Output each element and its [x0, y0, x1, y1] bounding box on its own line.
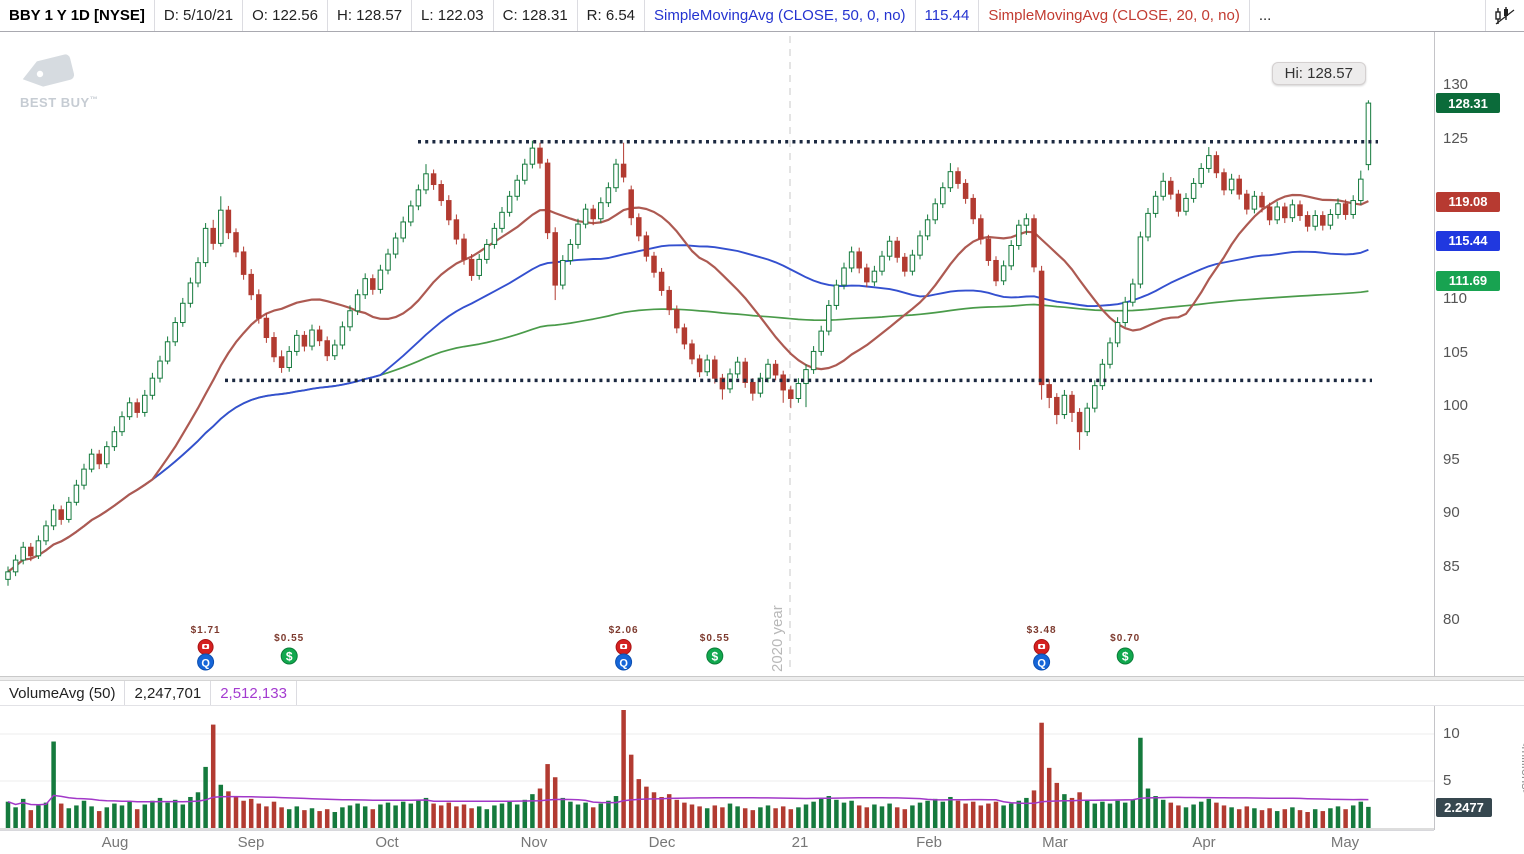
- price-badge: 119.08: [1436, 191, 1500, 212]
- event-value-label: $2.06: [609, 625, 639, 636]
- volume-header: VolumeAvg (50) 2,247,701 2,512,133: [0, 681, 1524, 706]
- dividend-icon[interactable]: $: [1116, 647, 1134, 665]
- high-readout: H: 128.57: [328, 0, 413, 31]
- price-tick: 110: [1443, 290, 1467, 307]
- price-tick: 105: [1443, 343, 1469, 361]
- month-label-aug: Aug: [101, 834, 129, 851]
- bestbuy-watermark: BEST BUY™: [16, 52, 106, 110]
- open-readout: O: 122.56: [243, 0, 328, 31]
- high-annotation: Hi: 128.57: [1271, 62, 1366, 85]
- sma-20-line[interactable]: [7, 193, 1369, 573]
- sma20-indicator-label[interactable]: SimpleMovingAvg (CLOSE, 20, 0, no): [979, 0, 1250, 31]
- time-axis[interactable]: Aug Sep Oct Nov Dec 21 Feb Mar Apr May: [0, 830, 1434, 854]
- price-pane: 2020 year $1.71 Q $0.55 $ $2.06 Q $0.55 $ $3.48 Q $…: [0, 32, 1524, 676]
- svg-text:$: $: [1122, 650, 1129, 664]
- price-tick: 125: [1443, 129, 1469, 147]
- dividend-icon[interactable]: $: [706, 647, 724, 665]
- price-tick: 80: [1443, 611, 1460, 628]
- month-label-may: May: [1330, 834, 1360, 851]
- volume-unit-label: <millions>: [1518, 738, 1524, 798]
- candlestick-series[interactable]: [5, 100, 1372, 586]
- month-label-dec: Dec: [648, 834, 676, 851]
- volume-average-line[interactable]: [7, 794, 1369, 806]
- month-label-apr: Apr: [1192, 834, 1216, 851]
- price-tag-icon: [22, 54, 75, 87]
- sma-200-line[interactable]: [7, 290, 1369, 573]
- volume-series[interactable]: [5, 710, 1371, 828]
- event-value-label: $0.55: [274, 633, 304, 644]
- sma-50-line[interactable]: [7, 244, 1369, 573]
- price-badge: 115.44: [1436, 230, 1500, 251]
- volume-current-value: 2,512,133: [211, 681, 297, 705]
- quarterly-icon[interactable]: Q: [1033, 653, 1051, 671]
- candlestick-chart-icon: [1495, 6, 1515, 24]
- event-value-label: $0.70: [1110, 633, 1140, 644]
- price-tick: 130: [1443, 76, 1469, 93]
- svg-text:Q: Q: [1037, 658, 1046, 670]
- volume-avg-label[interactable]: VolumeAvg (50): [0, 681, 126, 705]
- svg-text:$: $: [711, 650, 718, 664]
- volume-avg-value: 2,247,701: [125, 681, 212, 705]
- svg-text:Q: Q: [619, 658, 628, 670]
- price-tick: 90: [1443, 504, 1460, 521]
- event-value-label: $0.55: [700, 633, 730, 644]
- month-label-21: 21: [791, 834, 809, 851]
- chart-toolbar: BBY 1 Y 1D [NYSE] D: 5/10/21 O: 122.56 H…: [0, 0, 1524, 32]
- toolbar-spacer: [1280, 0, 1485, 31]
- date-readout: D: 5/10/21: [155, 0, 244, 31]
- volume-badge: 2.2477: [1436, 797, 1492, 817]
- toolbar-ellipsis: ...: [1258, 7, 1272, 24]
- price-tick: 100: [1443, 397, 1469, 414]
- range-readout: R: 6.54: [578, 0, 646, 31]
- price-badge: 128.31: [1436, 93, 1500, 114]
- event-value-label: $3.48: [1027, 625, 1057, 636]
- volume-chart[interactable]: [0, 706, 1434, 830]
- dividend-icon[interactable]: $: [280, 647, 298, 665]
- svg-text:Q: Q: [201, 658, 210, 670]
- year-divider-label: 2020 year: [769, 605, 786, 672]
- volume-tick: 10: [1443, 725, 1460, 742]
- svg-text:$: $: [286, 650, 293, 664]
- watermark-text: BEST BUY™: [20, 95, 99, 110]
- month-label-mar: Mar: [1042, 834, 1068, 851]
- month-label-sep: Sep: [237, 834, 265, 851]
- sma50-value: 115.44: [916, 0, 980, 31]
- quarterly-icon[interactable]: Q: [197, 653, 215, 671]
- close-readout: C: 128.31: [494, 0, 578, 31]
- price-badge: 111.69: [1436, 270, 1500, 291]
- main-price-chart[interactable]: 2020 year $1.71 Q $0.55 $ $2.06 Q $0.55 $ $3.48 Q $…: [0, 32, 1434, 676]
- volume-tick: 5: [1443, 772, 1452, 789]
- chart-tools-button[interactable]: [1485, 0, 1524, 31]
- volume-axis[interactable]: <millions> 10 5 2.2477: [1434, 706, 1524, 830]
- price-tick: 85: [1443, 557, 1460, 575]
- sma50-indicator-label[interactable]: SimpleMovingAvg (CLOSE, 50, 0, no): [645, 0, 916, 31]
- month-label-oct: Oct: [375, 834, 399, 851]
- month-label-nov: Nov: [520, 834, 548, 851]
- quarterly-icon[interactable]: Q: [615, 653, 633, 671]
- pane-splitter[interactable]: [0, 676, 1524, 681]
- earnings-icon[interactable]: [197, 639, 214, 655]
- price-axis[interactable]: 130 125 110 105 100 95 90 85 80 128.31 119.08 115.4…: [1434, 32, 1524, 676]
- volume-pane: <millions> 10 5 2.2477: [0, 706, 1524, 830]
- earnings-icon[interactable]: [615, 639, 632, 655]
- symbol-title[interactable]: BBY 1 Y 1D [NYSE]: [0, 0, 155, 31]
- earnings-icon[interactable]: [1033, 639, 1050, 655]
- month-label-feb: Feb: [916, 834, 942, 851]
- low-readout: L: 122.03: [412, 0, 494, 31]
- event-value-label: $1.71: [191, 625, 221, 636]
- price-tick: 95: [1443, 450, 1460, 468]
